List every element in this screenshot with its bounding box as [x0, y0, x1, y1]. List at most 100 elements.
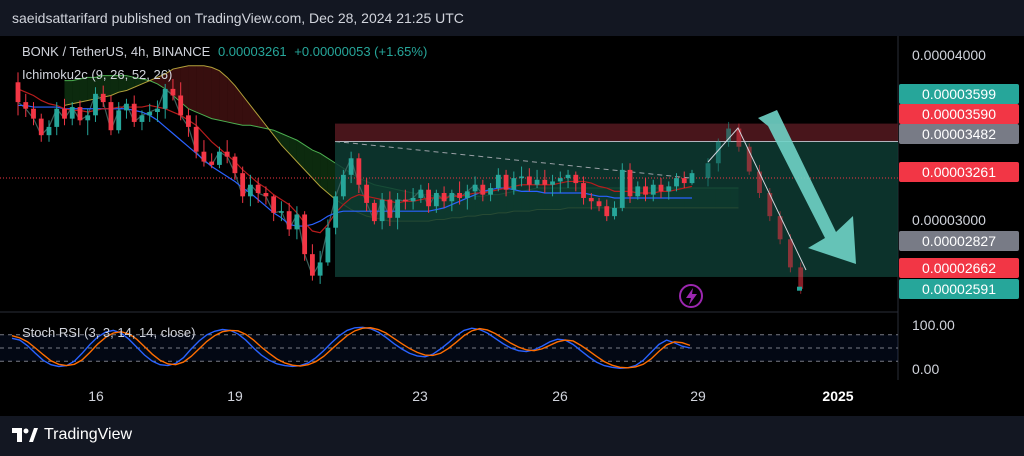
candle	[658, 184, 664, 192]
price-tick: 0.00004000	[912, 46, 986, 63]
candle	[681, 178, 687, 184]
cloud-segment	[320, 153, 328, 194]
projected-candle	[757, 171, 762, 194]
price-badge: 0.00002591	[899, 279, 1019, 299]
candle	[495, 174, 501, 189]
candle	[402, 199, 408, 202]
candle	[209, 161, 215, 165]
projected-candle-group	[726, 121, 732, 147]
candle	[69, 107, 75, 119]
cloud-segment	[157, 74, 166, 89]
tradingview-logo-icon	[12, 428, 38, 442]
candle	[108, 102, 114, 131]
candle	[550, 181, 555, 185]
projected-candle	[746, 146, 752, 172]
cloud-segment	[227, 77, 235, 124]
candle	[480, 184, 486, 195]
candle	[309, 254, 315, 276]
ichimoku-legend[interactable]: Ichimoku2c (9, 26, 52, 26)	[22, 67, 172, 82]
candle	[503, 174, 509, 190]
price-badge: 0.00003590	[899, 104, 1019, 124]
candle	[573, 174, 579, 184]
candle	[286, 211, 292, 230]
candle	[340, 174, 346, 197]
candle	[317, 262, 323, 276]
cloud-segment	[118, 75, 127, 93]
down-arrow	[758, 110, 856, 264]
candle	[472, 184, 478, 192]
candle	[333, 196, 339, 228]
stoch-legend[interactable]: Stoch RSI (3, 3, 14, 14, close)	[22, 325, 195, 340]
symbol-legend[interactable]: BONK / TetherUS, 4h, BINANCE 0.00003261 …	[22, 44, 427, 59]
tradingview-logo[interactable]: TradingView	[12, 426, 132, 444]
candle	[131, 103, 137, 122]
time-tick: 26	[552, 388, 568, 404]
candle	[519, 176, 524, 179]
candle	[248, 184, 253, 197]
position-zones	[0, 123, 898, 277]
cloud-segment	[289, 136, 297, 162]
projected-candle	[715, 141, 721, 164]
candle	[666, 186, 672, 192]
candles	[15, 72, 804, 294]
time-tick: 16	[88, 388, 104, 404]
cloud-segment	[196, 65, 204, 116]
candle	[410, 197, 416, 202]
cloud-segment	[110, 75, 119, 96]
cloud-segment	[64, 80, 73, 106]
last-price: 0.00003261	[217, 44, 287, 59]
candle	[38, 118, 44, 136]
ichimoku-label: Ichimoku2c (9, 26, 52, 26)	[22, 67, 173, 82]
candle	[674, 178, 679, 187]
projected-candle	[798, 267, 804, 289]
candle	[534, 179, 540, 185]
cloud-segment	[312, 150, 321, 187]
projected-candle	[787, 239, 793, 268]
candle	[232, 156, 238, 174]
candle	[15, 82, 21, 103]
candle	[77, 107, 83, 121]
candle	[395, 199, 401, 218]
projected-candle	[726, 128, 732, 142]
price-badge: 0.00003599	[899, 84, 1019, 104]
symbol-name: BONK / TetherUS, 4h, BINANCE	[22, 44, 211, 59]
footer-brand: TradingView	[44, 426, 133, 443]
lightning-icon-ring	[679, 284, 703, 308]
cloud-segment	[304, 145, 313, 179]
candle	[240, 173, 246, 197]
cloud-segment	[126, 75, 135, 91]
cloud-segment	[296, 140, 305, 170]
stoch-d-line	[11, 327, 691, 369]
candle	[526, 176, 532, 185]
candle	[186, 115, 191, 127]
cloud-segment	[250, 105, 259, 127]
footer-bar: TradingView	[0, 416, 1024, 456]
lightning-icon	[679, 284, 703, 308]
candle	[155, 108, 160, 113]
cloud-segment	[72, 78, 80, 104]
candle	[85, 115, 91, 121]
projected-candle-group	[715, 138, 721, 172]
candle	[23, 102, 29, 109]
candle	[271, 196, 277, 213]
cloud-segment	[79, 77, 88, 103]
projected-candle	[767, 193, 773, 217]
candle	[201, 151, 207, 162]
projected-candle-group	[767, 188, 773, 222]
candle	[588, 197, 594, 202]
cloud-segment	[273, 130, 282, 146]
candle	[650, 184, 656, 195]
projected-candle-group	[787, 234, 793, 273]
chart-area[interactable]	[0, 36, 1024, 416]
stop-zone	[335, 123, 898, 142]
candle	[619, 169, 625, 208]
candle	[488, 188, 493, 195]
cloud-segment	[258, 115, 266, 129]
candle	[356, 158, 362, 185]
cloud-segment	[188, 65, 197, 113]
candle	[557, 178, 563, 182]
candle	[255, 184, 261, 194]
candle	[565, 174, 571, 179]
price-badge: 0.00003261	[899, 162, 1019, 182]
stoch-rsi-pane	[0, 326, 898, 369]
